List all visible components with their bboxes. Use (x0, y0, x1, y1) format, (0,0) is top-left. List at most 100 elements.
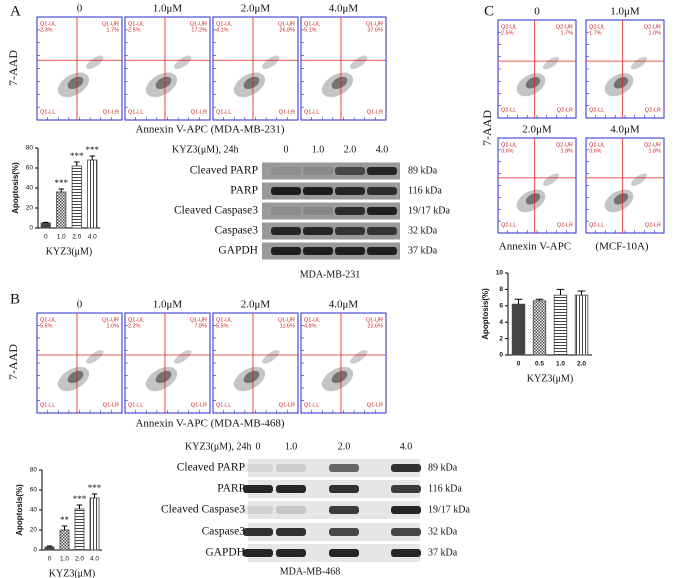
bar (532, 300, 547, 356)
blot-band (367, 167, 397, 175)
bar (553, 294, 568, 356)
plot-title: 0 (534, 6, 540, 18)
blot-band (276, 506, 306, 514)
y-tick-label: 60 (26, 165, 34, 172)
band-size: 32 kDa (408, 225, 438, 236)
gate-label: Q1-LL (304, 109, 319, 115)
gate-label: Q2-UL (589, 142, 605, 148)
significance-label: *** (70, 151, 84, 161)
gate-label: Q2-LR (645, 222, 661, 228)
x-axis-label: KYZ3(μM) (527, 373, 573, 384)
plot-title: 1.0μM (153, 3, 183, 15)
x-tick-label: 0 (44, 234, 48, 241)
blot-band (391, 528, 421, 536)
blot-strip (262, 202, 400, 220)
blot-band (303, 167, 333, 175)
bar (71, 165, 82, 229)
gate-percent: 11.6% (280, 323, 295, 329)
plot-frame (36, 312, 123, 414)
gate-label: Q2-LL (589, 222, 604, 228)
band-size: 37 kDa (428, 547, 458, 558)
gate-percent: 26.8% (279, 27, 295, 33)
gate-label: Q1-UR (102, 21, 119, 27)
event-cloud (155, 370, 172, 384)
blot-band (335, 187, 365, 195)
event-cloud (243, 76, 260, 90)
gate-percent: 2.2% (128, 323, 141, 329)
plot-title: 4.0μM (610, 124, 640, 136)
y-tick-label: 10 (496, 270, 504, 277)
blot-band (243, 528, 273, 536)
protein-label: GAPDH (218, 245, 258, 257)
event-cloud (350, 350, 368, 364)
blot-band (367, 187, 397, 195)
gate-label: Q1-LL (40, 109, 55, 115)
gate-percent: 1.9% (560, 148, 573, 154)
plot-frame (212, 312, 299, 414)
plot-frame (585, 137, 665, 234)
plot-frame (300, 312, 387, 414)
gate-label: Q2-UL (589, 24, 605, 30)
y-tick-label: 60 (30, 487, 38, 494)
event-cloud (174, 55, 192, 70)
gate-label: Q1-LR (279, 109, 295, 115)
event-cloud (243, 370, 260, 384)
x-tick-label: 4.0 (88, 234, 97, 241)
protein-label: Caspase3 (215, 225, 259, 237)
gate-label: Q1-LR (191, 109, 207, 115)
blot-band (276, 485, 306, 493)
gate-label: Q1-UL (128, 317, 144, 323)
gate-label: Q1-UL (304, 21, 320, 27)
blot-band (391, 485, 421, 493)
blot-band (243, 485, 273, 493)
event-cloud (525, 76, 541, 89)
event-cloud (631, 56, 648, 70)
lane-label: 1.0 (285, 441, 298, 452)
blot-band (391, 549, 421, 557)
gate-percent: 4.1% (216, 27, 229, 33)
band-size: 116 kDa (428, 483, 462, 494)
blot-band (329, 549, 359, 557)
bar (56, 191, 67, 229)
significance-label: *** (55, 178, 69, 188)
gate-label: Q2-LR (645, 107, 661, 113)
event-cloud (262, 350, 280, 364)
error-bar (91, 493, 98, 498)
gate-label: Q1-UL (40, 21, 56, 27)
protein-label: Cleaved PARP (177, 462, 245, 474)
gate-percent: 3.6% (589, 148, 602, 154)
blot-band (335, 207, 365, 215)
gate-percent: 5.5% (216, 323, 229, 329)
error-bar (514, 298, 523, 305)
plot-title: 4.0μM (329, 299, 359, 311)
gate-label: Q1-LL (216, 402, 231, 408)
gate-label: Q1-UL (40, 317, 56, 323)
gate-label: Q2-UR (556, 142, 573, 148)
x-tick-label: 1.0 (556, 361, 565, 368)
gate-label: Q1-LR (367, 402, 383, 408)
gate-percent: 1.8% (648, 148, 661, 154)
gate-percent: 3.6% (501, 148, 514, 154)
band-size: 116 kDa (408, 185, 442, 196)
plot-title: 1.0μM (610, 6, 640, 18)
event-cloud (67, 370, 84, 384)
plot-title: 4.0μM (329, 3, 359, 15)
error-bar (535, 298, 544, 301)
gate-percent: 1.0% (106, 323, 119, 329)
y-tick-label: 20 (26, 205, 34, 212)
lane-label: 4.0 (376, 144, 389, 155)
event-cloud (613, 76, 629, 89)
y-axis-label: 7-AAD (6, 50, 20, 86)
plot-title: 0 (77, 299, 83, 311)
gate-percent: 17.2% (191, 27, 207, 33)
x-tick-label: 0 (48, 556, 52, 563)
plot-title: 2.0μM (241, 299, 271, 311)
plot-frame (36, 16, 123, 121)
gate-label: Q1-UR (278, 21, 295, 27)
x-tick-label: 0.5 (535, 361, 544, 368)
gate-label: Q2-LL (501, 222, 516, 228)
band-size: 89 kDa (428, 462, 458, 473)
blot-band (276, 528, 306, 536)
gate-label: Q1-UR (190, 317, 207, 323)
blot-band (391, 464, 421, 472)
